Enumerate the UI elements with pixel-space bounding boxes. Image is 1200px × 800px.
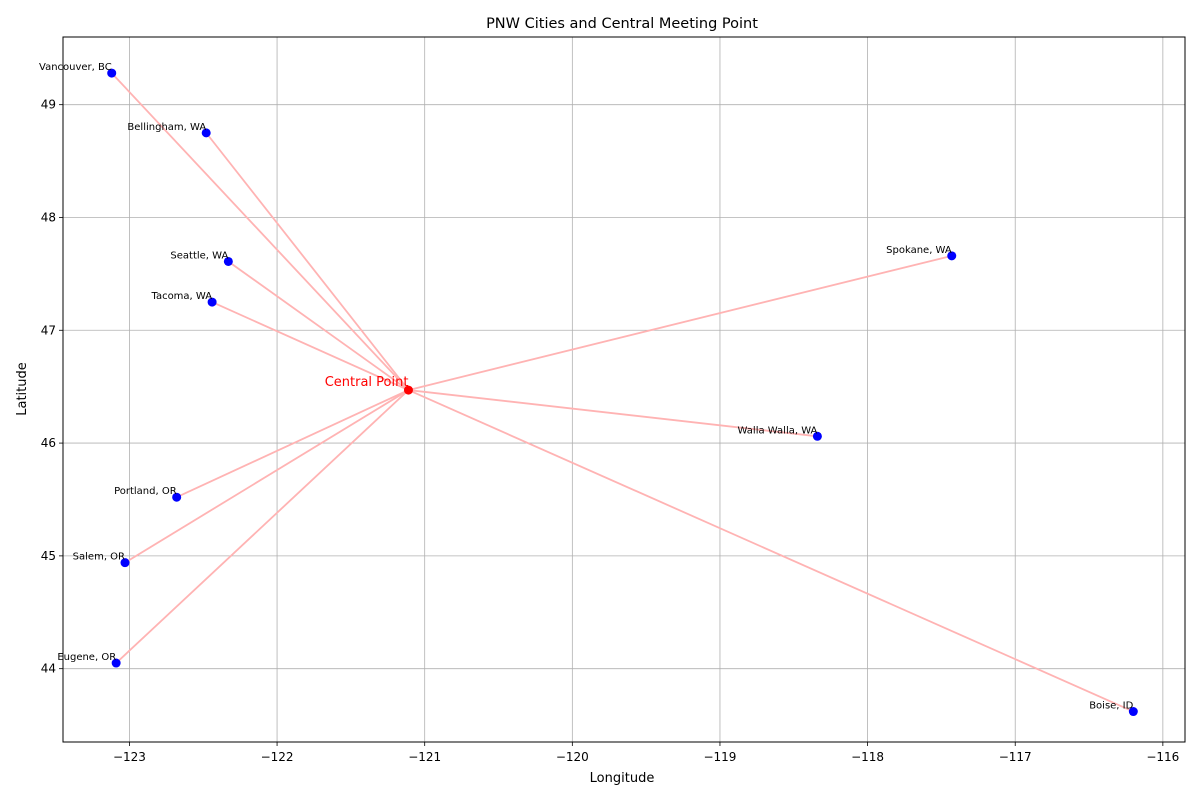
connector-line: [111, 72, 410, 391]
city-label: Salem, OR: [73, 552, 125, 563]
city-point: [207, 297, 217, 307]
city-point: [1128, 707, 1138, 717]
connector-line: [227, 260, 409, 391]
x-tick-label: −123: [113, 750, 146, 764]
x-tick-label: −116: [1146, 750, 1179, 764]
city-label: Vancouver, BC: [39, 62, 112, 73]
y-tick-label: 47: [41, 323, 56, 337]
city-label: Portland, OR: [114, 486, 177, 497]
y-tick-label: 44: [41, 662, 56, 676]
data-points: [107, 68, 1138, 717]
connector-line: [408, 389, 1134, 713]
grid: [63, 37, 1185, 742]
city-label: Seattle, WA: [170, 250, 228, 261]
connector-line: [408, 254, 952, 391]
city-label: Spokane, WA: [886, 245, 952, 256]
city-label: Walla Walla, WA: [738, 425, 818, 436]
city-point: [111, 658, 121, 668]
city-label: Tacoma, WA: [150, 291, 212, 302]
y-tick-label: 45: [41, 549, 56, 563]
central-point-label: Central Point: [325, 375, 409, 390]
y-tick-label: 48: [41, 210, 56, 224]
y-tick-label: 46: [41, 436, 56, 450]
city-point: [201, 128, 211, 138]
connector-line: [408, 389, 818, 438]
connector-line: [115, 389, 410, 664]
connector-line: [176, 389, 409, 499]
x-tick-label: −120: [556, 750, 589, 764]
city-point: [947, 251, 957, 261]
y-tick-label: 49: [41, 98, 56, 112]
x-tick-label: −122: [261, 750, 294, 764]
x-tick-label: −119: [703, 750, 736, 764]
city-point: [107, 68, 117, 78]
city-label: Bellingham, WA: [127, 122, 206, 133]
x-axis-label: Longitude: [590, 771, 655, 786]
point-labels: Vancouver, BC Bellingham, WA Seattle, WA Ta…: [39, 62, 1134, 711]
x-tick-label: −118: [851, 750, 884, 764]
x-tick-label: −117: [999, 750, 1032, 764]
plot-frame: [62, 36, 1186, 743]
connector-lines: [111, 72, 1134, 713]
chart-title: PNW Cities and Central Meeting Point: [486, 16, 758, 32]
connector-line: [124, 389, 409, 564]
connector-line: [211, 301, 409, 391]
city-point: [120, 558, 130, 568]
city-point: [812, 431, 822, 441]
city-label: Eugene, OR: [57, 652, 116, 663]
connector-line: [205, 132, 410, 391]
city-label: Boise, ID: [1089, 701, 1133, 712]
axis-ticks: −123 −122 −121 −120 −119 −118 −117 −116 44 45 46 47…: [41, 98, 1180, 764]
y-axis-label: Latitude: [15, 362, 30, 416]
x-tick-label: −121: [408, 750, 441, 764]
city-point: [172, 492, 182, 502]
central-point: [403, 385, 413, 395]
city-point: [223, 256, 233, 266]
